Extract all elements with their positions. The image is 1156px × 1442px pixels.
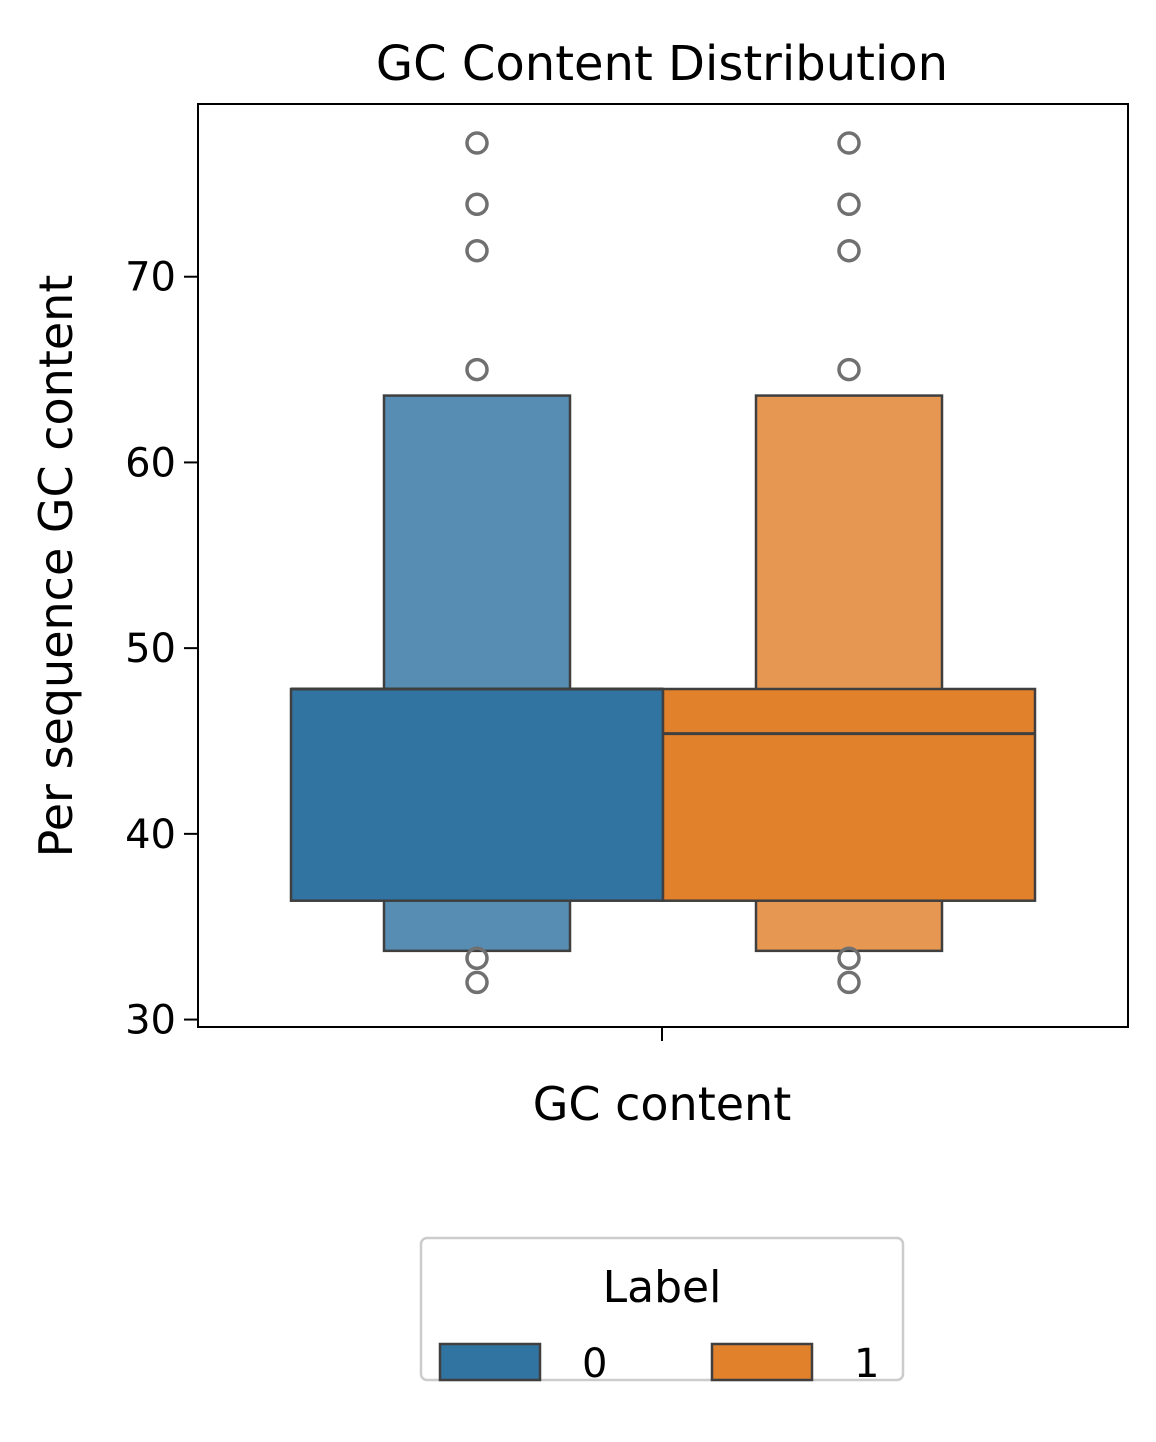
outlier-point bbox=[465, 131, 489, 155]
legend-title: Label bbox=[603, 1262, 722, 1313]
outlier-point bbox=[465, 192, 489, 217]
y-axis-label: Per sequence GC content bbox=[29, 275, 83, 858]
outlier-point bbox=[465, 946, 489, 971]
legend-swatch bbox=[710, 1342, 814, 1382]
outlier-point bbox=[465, 357, 489, 382]
outlier-point bbox=[465, 970, 489, 995]
y-tick-label: 30 bbox=[125, 998, 176, 1044]
outlier-point bbox=[837, 357, 861, 382]
box-level-0-series-1 bbox=[661, 687, 1037, 902]
y-tick-label: 60 bbox=[125, 440, 176, 486]
outlier-point bbox=[837, 238, 861, 263]
y-tick-label: 50 bbox=[125, 626, 176, 672]
legend-label: 0 bbox=[582, 1341, 607, 1387]
outlier-point bbox=[837, 131, 861, 155]
y-axis: 30 40 50 60 70 bbox=[125, 255, 198, 1044]
box-level-0-series-0 bbox=[289, 687, 665, 902]
y-tick-label: 40 bbox=[125, 812, 176, 858]
x-axis-label: GC content bbox=[533, 1077, 792, 1131]
y-tick-label: 70 bbox=[125, 255, 176, 301]
boxes-layer bbox=[289, 394, 1037, 953]
outlier-point bbox=[465, 238, 489, 263]
legend-label: 1 bbox=[854, 1341, 879, 1387]
chart-title: GC Content Distribution bbox=[376, 36, 948, 92]
outlier-point bbox=[837, 970, 861, 995]
outlier-point bbox=[837, 192, 861, 217]
outlier-point bbox=[837, 946, 861, 971]
legend-swatch bbox=[438, 1342, 542, 1382]
outliers-layer bbox=[465, 131, 861, 995]
